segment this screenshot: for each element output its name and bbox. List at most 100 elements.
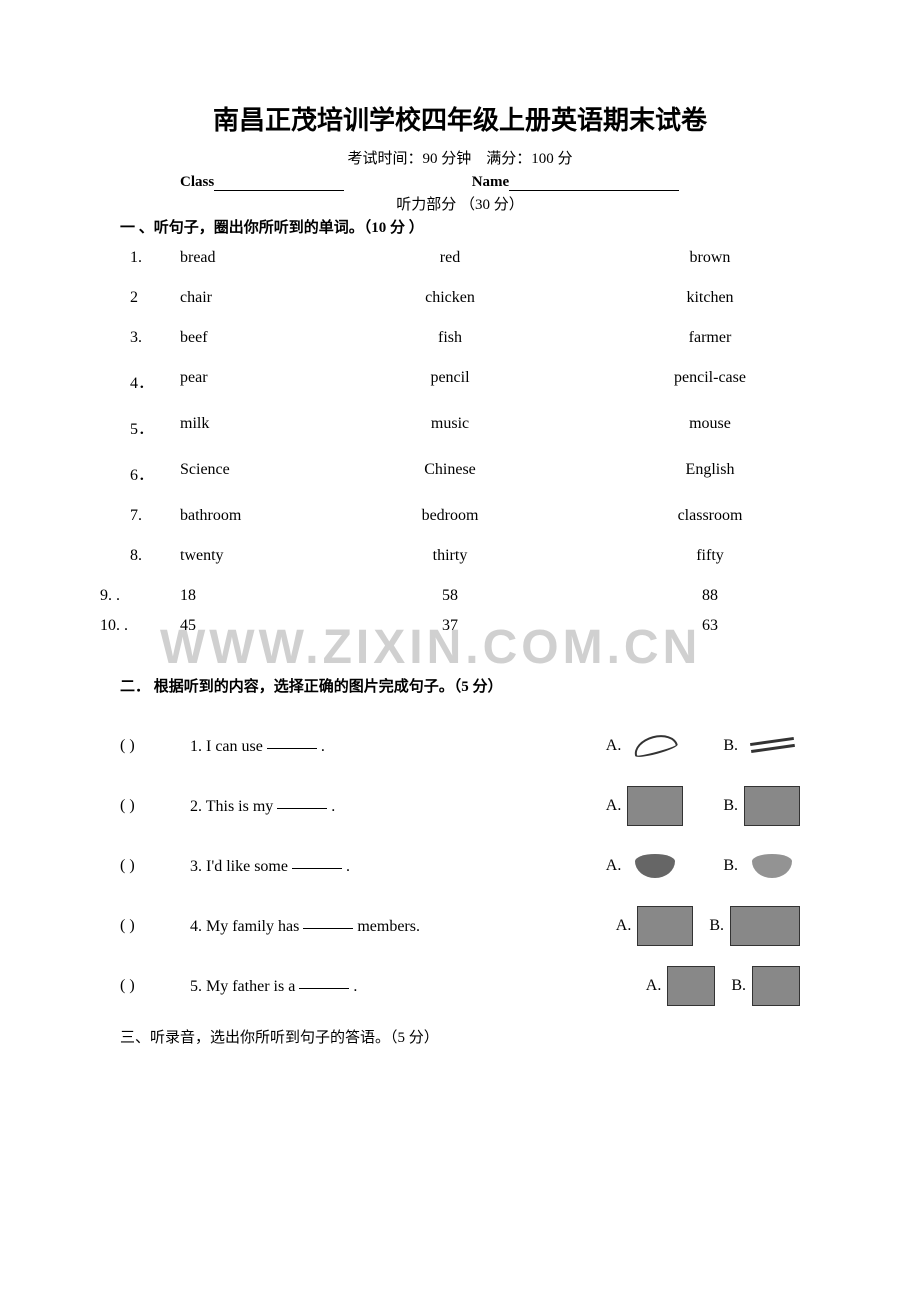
q-before: I'd like some	[206, 858, 292, 875]
word-option[interactable]: 63	[580, 617, 800, 635]
word-option[interactable]: pencil	[360, 369, 580, 393]
word-row: 5． milk music mouse	[120, 415, 800, 439]
word-option[interactable]: brown	[580, 249, 800, 267]
word-option[interactable]: 58	[360, 587, 580, 605]
row-num: 2	[120, 289, 180, 307]
section1-instruction: 一 、听句子，圈出你所听到的单词。（10 分 ）	[120, 216, 800, 237]
word-option[interactable]: milk	[180, 415, 360, 439]
spoon-icon[interactable]	[627, 726, 683, 766]
word-option[interactable]: music	[360, 415, 580, 439]
row-num: 9. .	[90, 587, 180, 605]
doctor-icon[interactable]	[667, 966, 715, 1006]
study-icon[interactable]	[744, 786, 800, 826]
word-option[interactable]: 37	[360, 617, 580, 635]
question-text: 2. This is my .	[190, 797, 335, 816]
word-option[interactable]: bread	[180, 249, 360, 267]
q-before: My family has	[206, 918, 303, 935]
question-row: ( ) 2. This is my . A. B.	[120, 786, 800, 826]
q-num: 3.	[190, 858, 202, 875]
word-row: 6． Science Chinese English	[120, 461, 800, 485]
word-table: 1. bread red brown 2 chair chicken kitch…	[120, 249, 800, 635]
option-a-label: A.	[616, 917, 632, 935]
answer-paren[interactable]: ( )	[120, 857, 190, 875]
word-row: 8. twenty thirty fifty	[120, 547, 800, 565]
word-row: 7. bathroom bedroom classroom	[120, 507, 800, 525]
word-option[interactable]: classroom	[580, 507, 800, 525]
word-option[interactable]: 45	[180, 617, 360, 635]
chopsticks-icon[interactable]	[744, 726, 800, 766]
answer-paren[interactable]: ( )	[120, 977, 190, 995]
family-small-icon[interactable]	[730, 906, 800, 946]
question-text: 1. I can use .	[190, 737, 325, 756]
word-option[interactable]: English	[580, 461, 800, 485]
word-option[interactable]: 88	[580, 587, 800, 605]
word-option[interactable]: thirty	[360, 547, 580, 565]
option-b-label: B.	[723, 737, 738, 755]
family-large-icon[interactable]	[637, 906, 693, 946]
option-b-label: B.	[723, 797, 738, 815]
q-after: .	[349, 978, 357, 995]
q-after: .	[317, 738, 325, 755]
q-before: I can use	[206, 738, 267, 755]
page-content: 南昌正茂培训学校四年级上册英语期末试卷 考试时间：90 分钟 满分：100 分 …	[120, 100, 800, 1047]
answer-paren[interactable]: ( )	[120, 737, 190, 755]
word-option[interactable]: pencil-case	[580, 369, 800, 393]
bedroom-icon[interactable]	[627, 786, 683, 826]
answer-blank[interactable]	[303, 915, 353, 929]
word-option[interactable]: Chinese	[360, 461, 580, 485]
question-row: ( ) 4. My family has members. A. B.	[120, 906, 800, 946]
word-option[interactable]: farmer	[580, 329, 800, 347]
word-option[interactable]: kitchen	[580, 289, 800, 307]
q-num: 1.	[190, 738, 202, 755]
word-row: 10. . 45 37 63	[90, 617, 800, 635]
word-option[interactable]: bathroom	[180, 507, 360, 525]
row-num: 5．	[120, 415, 180, 439]
class-blank[interactable]	[214, 175, 344, 191]
answer-paren[interactable]: ( )	[120, 917, 190, 935]
q-before: My father is a	[206, 978, 299, 995]
word-option[interactable]: red	[360, 249, 580, 267]
row-num: 7.	[120, 507, 180, 525]
question-text: 5. My father is a .	[190, 977, 357, 996]
exam-title: 南昌正茂培训学校四年级上册英语期末试卷	[120, 100, 800, 137]
q-after: .	[342, 858, 350, 875]
word-option[interactable]: chair	[180, 289, 360, 307]
option-b-label: B.	[723, 857, 738, 875]
word-row: 2 chair chicken kitchen	[120, 289, 800, 307]
word-option[interactable]: twenty	[180, 547, 360, 565]
q-after: .	[327, 798, 335, 815]
listening-header: 听力部分 （30 分）	[120, 193, 800, 214]
noodle-bowl-icon[interactable]	[744, 846, 800, 886]
word-option[interactable]: fifty	[580, 547, 800, 565]
q-num: 2.	[190, 798, 202, 815]
cook-icon[interactable]	[752, 966, 800, 1006]
word-row: 3. beef fish farmer	[120, 329, 800, 347]
name-blank[interactable]	[509, 175, 679, 191]
student-info-line: Class Name	[120, 174, 800, 191]
answer-blank[interactable]	[267, 735, 317, 749]
option-a-label: A.	[606, 797, 622, 815]
section3-instruction: 三、听录音，选出你所听到句子的答语。（5 分）	[120, 1026, 800, 1047]
word-row: 1. bread red brown	[120, 249, 800, 267]
word-option[interactable]: 18	[180, 587, 360, 605]
question-row: ( ) 5. My father is a . A. B.	[120, 966, 800, 1006]
name-label: Name	[472, 174, 510, 190]
option-a-label: A.	[606, 737, 622, 755]
class-label: Class	[180, 174, 214, 190]
word-option[interactable]: chicken	[360, 289, 580, 307]
answer-paren[interactable]: ( )	[120, 797, 190, 815]
question-text: 4. My family has members.	[190, 917, 420, 936]
answer-blank[interactable]	[299, 975, 349, 989]
section2-instruction: 二． 根据听到的内容，选择正确的图片完成句子。（5 分）	[120, 675, 800, 696]
answer-blank[interactable]	[277, 795, 327, 809]
answer-blank[interactable]	[292, 855, 342, 869]
word-option[interactable]: beef	[180, 329, 360, 347]
word-option[interactable]: fish	[360, 329, 580, 347]
word-option[interactable]: Science	[180, 461, 360, 485]
word-option[interactable]: mouse	[580, 415, 800, 439]
rice-bowl-icon[interactable]	[627, 846, 683, 886]
option-b-label: B.	[709, 917, 724, 935]
word-row: 4． pear pencil pencil-case	[120, 369, 800, 393]
word-option[interactable]: bedroom	[360, 507, 580, 525]
word-option[interactable]: pear	[180, 369, 360, 393]
